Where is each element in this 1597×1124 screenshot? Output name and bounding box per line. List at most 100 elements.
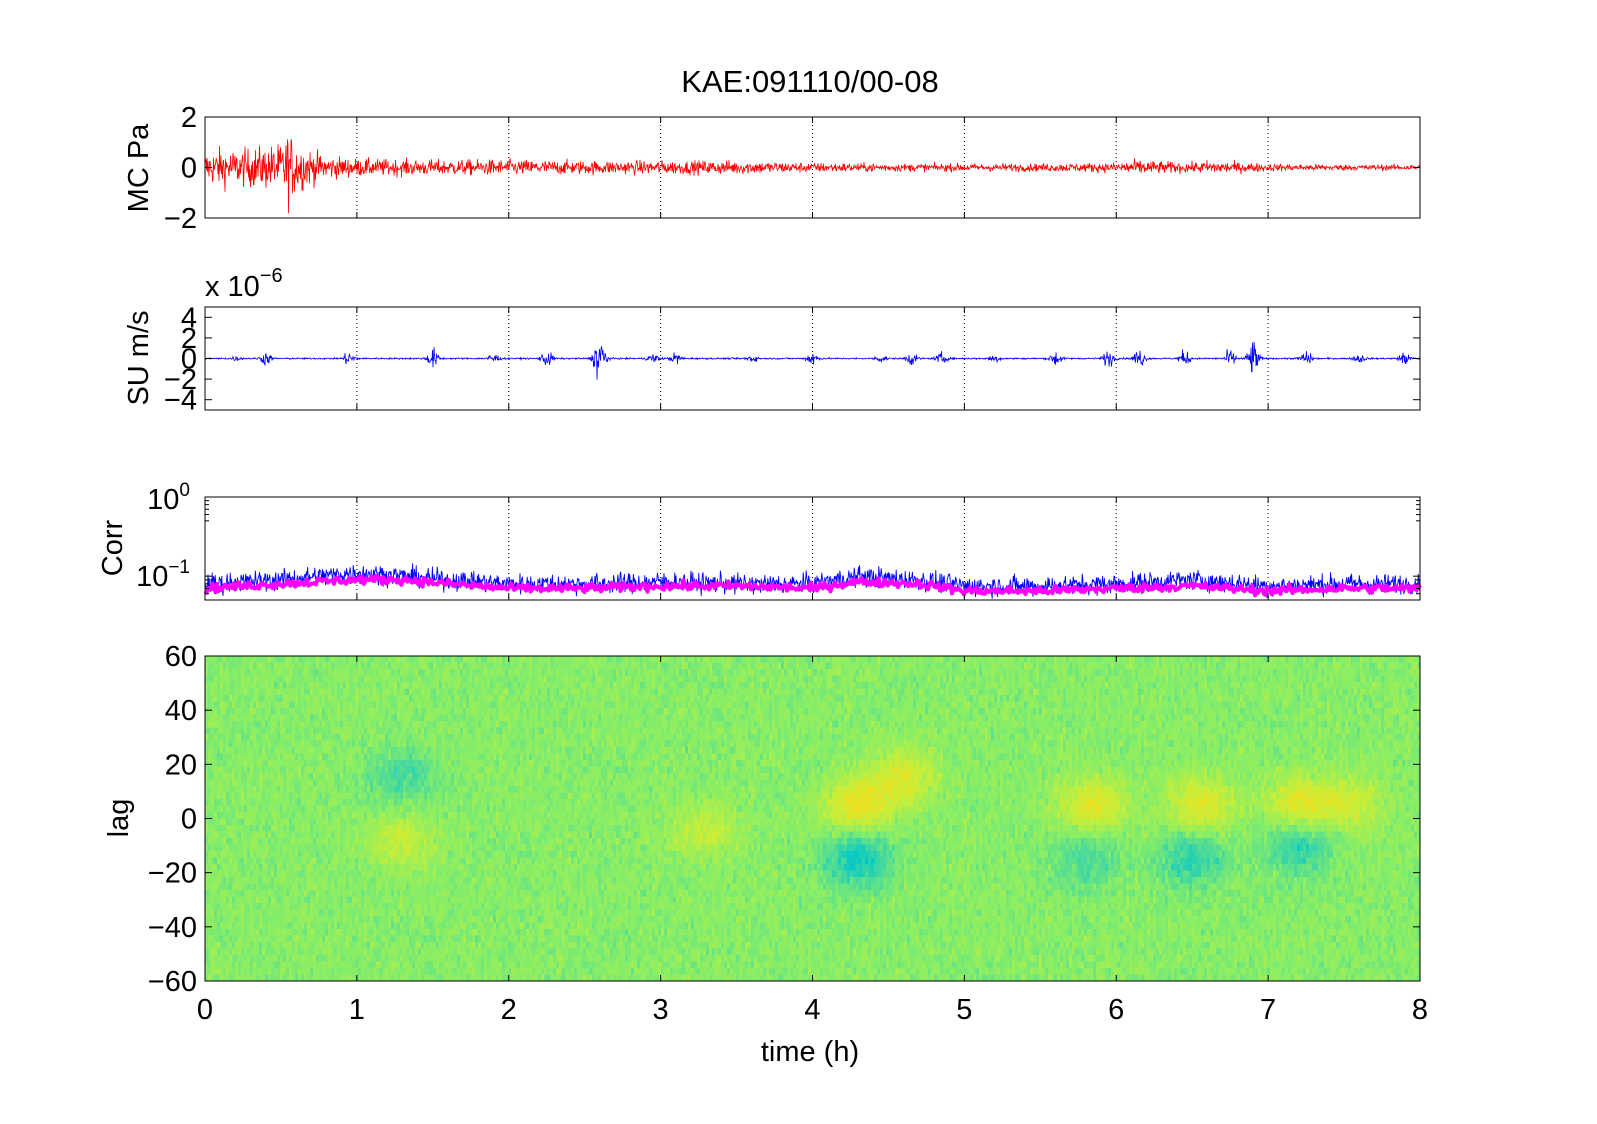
heatmap-cell — [280, 656, 284, 663]
heatmap-cell — [1006, 662, 1010, 670]
heatmap-cell — [619, 701, 623, 709]
heatmap-cell — [739, 701, 743, 709]
heatmap-cell — [343, 662, 347, 670]
heatmap-cell — [1060, 669, 1064, 676]
heatmap-cell — [742, 695, 746, 702]
heatmap-cell — [1051, 727, 1055, 735]
heatmap-cell — [1381, 656, 1385, 663]
heatmap-cell — [1228, 662, 1232, 670]
heatmap-cell — [847, 721, 851, 728]
heatmap-cell — [544, 675, 548, 683]
heatmap-cell — [1033, 708, 1037, 715]
heatmap-cell — [1099, 656, 1103, 663]
heatmap-cell — [1222, 721, 1226, 728]
heatmap-cell — [1150, 714, 1154, 722]
heatmap-cell — [1273, 695, 1277, 702]
heatmap-cell — [289, 656, 293, 663]
heatmap-cell — [1168, 669, 1172, 676]
heatmap-cell — [826, 682, 830, 689]
heatmap-cell — [1381, 727, 1385, 735]
heatmap-cell — [811, 721, 815, 728]
heatmap-cell — [1006, 688, 1010, 696]
heatmap-cell — [1003, 721, 1007, 728]
heatmap-cell — [715, 675, 719, 683]
heatmap-cell — [685, 708, 689, 715]
heatmap-cell — [934, 688, 938, 696]
heatmap-cell — [1039, 675, 1043, 683]
heatmap-cell — [673, 688, 677, 696]
heatmap-cell — [1273, 682, 1277, 689]
heatmap-cell — [1366, 708, 1370, 715]
heatmap-cell — [730, 682, 734, 689]
heatmap-cell — [817, 675, 821, 683]
heatmap-cell — [439, 701, 443, 709]
heatmap-cell — [730, 721, 734, 728]
heatmap-cell — [1384, 669, 1388, 676]
heatmap-cell — [376, 701, 380, 709]
heatmap-cell — [1279, 669, 1283, 676]
heatmap-cell — [1144, 701, 1148, 709]
heatmap-cell — [859, 727, 863, 735]
heatmap-cell — [229, 727, 233, 735]
heatmap-cell — [904, 727, 908, 735]
heatmap-cell — [499, 662, 503, 670]
heatmap-cell — [625, 682, 629, 689]
heatmap-cell — [841, 682, 845, 689]
heatmap-cell — [940, 727, 944, 735]
heatmap-cell — [670, 669, 674, 676]
heatmap-cell — [403, 675, 407, 683]
heatmap-cell — [1279, 662, 1283, 670]
heatmap-cell — [1189, 656, 1193, 663]
heatmap-cell — [1177, 675, 1181, 683]
heatmap-cell — [421, 714, 425, 722]
heatmap-cell — [1405, 662, 1409, 670]
heatmap-cell — [694, 675, 698, 683]
heatmap-cell — [295, 688, 299, 696]
heatmap-cell — [1138, 688, 1142, 696]
heatmap-cell — [325, 714, 329, 722]
heatmap-cell — [436, 662, 440, 670]
heatmap-cell — [697, 688, 701, 696]
heatmap-cell — [1084, 656, 1088, 663]
heatmap-cell — [1051, 682, 1055, 689]
heatmap-cell — [211, 695, 215, 702]
heatmap-cell — [940, 675, 944, 683]
heatmap-cell — [844, 701, 848, 709]
heatmap-cell — [1078, 675, 1082, 683]
heatmap-cell — [454, 656, 458, 663]
heatmap-cell — [886, 721, 890, 728]
heatmap-cell — [223, 708, 227, 715]
heatmap-cell — [811, 701, 815, 709]
heatmap-cell — [652, 714, 656, 722]
heatmap-cell — [925, 656, 929, 663]
heatmap-cell — [205, 695, 209, 702]
heatmap-cell — [1378, 662, 1382, 670]
heatmap-cell — [1072, 714, 1076, 722]
heatmap-cell — [874, 682, 878, 689]
heatmap-cell — [697, 682, 701, 689]
heatmap-cell — [943, 682, 947, 689]
heatmap-cell — [223, 721, 227, 728]
heatmap-cell — [1201, 662, 1205, 670]
heatmap-cell — [241, 675, 245, 683]
heatmap-cell — [1399, 682, 1403, 689]
heatmap-cell — [454, 675, 458, 683]
heatmap-cell — [349, 669, 353, 676]
heatmap-cell — [1216, 669, 1220, 676]
heatmap-cell — [1240, 714, 1244, 722]
heatmap-cell — [517, 727, 521, 735]
heatmap-cell — [1291, 701, 1295, 709]
heatmap-cell — [772, 682, 776, 689]
heatmap-cell — [1114, 688, 1118, 696]
heatmap-cell — [370, 708, 374, 715]
heatmap-cell — [643, 695, 647, 702]
heatmap-cell — [781, 682, 785, 689]
heatmap-cell — [232, 662, 236, 670]
heatmap-cell — [1390, 662, 1394, 670]
heatmap-cell — [1153, 675, 1157, 683]
heatmap-cell — [748, 708, 752, 715]
heatmap-cell — [874, 701, 878, 709]
heatmap-cell — [397, 688, 401, 696]
heatmap-cell — [529, 714, 533, 722]
heatmap-cell — [865, 701, 869, 709]
